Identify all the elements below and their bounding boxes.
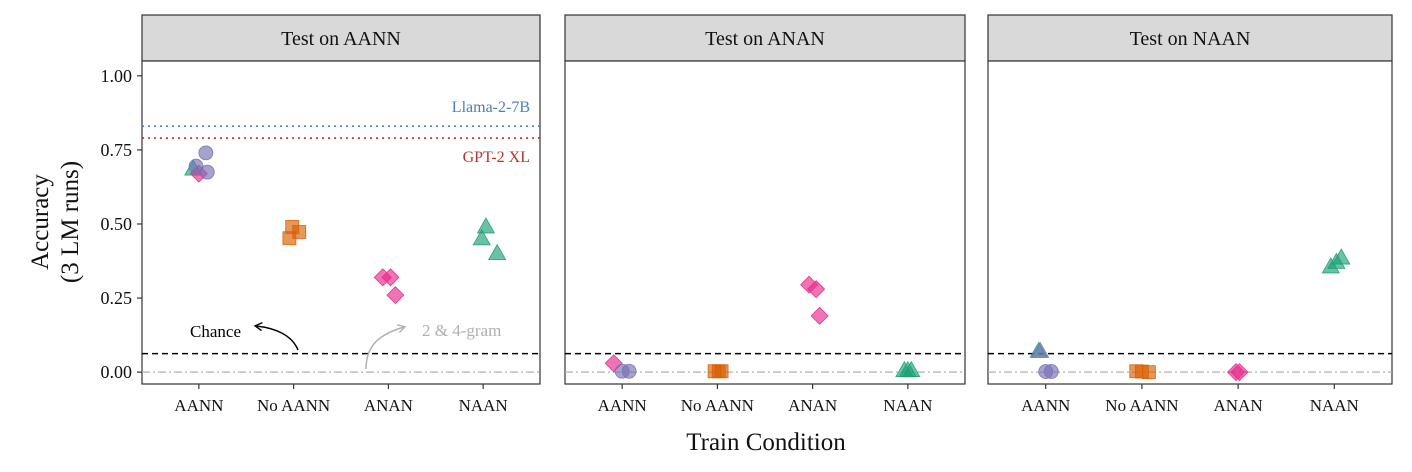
x-tick-label: No AANN	[1105, 396, 1178, 415]
y-axis-title-line: Accuracy	[27, 174, 54, 270]
data-point-square	[1142, 365, 1156, 380]
data-point-square	[282, 231, 297, 246]
x-tick-label: NAAN	[1310, 396, 1359, 415]
data-point-diamond	[807, 280, 826, 299]
panel-strip	[141, 14, 541, 62]
y-tick-label: 1.00	[101, 66, 133, 86]
x-tick-label: ANAN	[1214, 396, 1263, 415]
data-point-triangle	[902, 360, 921, 378]
data-point-diamond	[810, 306, 829, 325]
x-tick-label: NAAN	[883, 396, 932, 415]
data-point-square	[714, 364, 729, 379]
data-point-diamond	[386, 286, 405, 305]
data-point-diamond	[1230, 363, 1249, 382]
gpt2-label: GPT-2 XL	[463, 149, 530, 166]
x-tick-label: ANAN	[788, 396, 837, 415]
chance-label: Chance	[190, 322, 241, 341]
data-point-triangle	[1030, 341, 1050, 358]
llama-label: Llama-2-7B	[452, 99, 530, 116]
x-tick-label: No AANN	[681, 396, 754, 415]
data-point-circle	[199, 164, 215, 180]
data-point-diamond	[381, 268, 400, 287]
x-tick-label: ANAN	[364, 396, 413, 415]
plot-area	[564, 60, 966, 385]
y-tick-label: 0.25	[101, 288, 133, 308]
panel-1: Test on AANN Llama-2-7B GPT-2 XL Chance 2 & …	[101, 14, 541, 415]
x-tick-label: No AANN	[257, 396, 330, 415]
data-points	[604, 275, 921, 379]
panel-title: Test on NAAN	[1130, 28, 1251, 50]
panel-strip	[987, 14, 1393, 62]
y-tick-label: 0.00	[101, 362, 133, 382]
ngram-label: 2 & 4-gram	[422, 321, 501, 340]
panel-strip	[564, 14, 966, 62]
y-axis-title-line: (3 LM runs)	[57, 161, 84, 283]
panel-title: Test on AANN	[281, 28, 401, 50]
data-point-circle	[1043, 364, 1059, 379]
data-point-circle	[198, 145, 214, 161]
x-tick-label: NAAN	[459, 396, 508, 415]
x-axis-title: Train Condition	[686, 429, 846, 456]
data-point-triangle	[1332, 248, 1351, 265]
panel-2: Test on ANAN AANN No AANN ANAN NAAN	[564, 14, 966, 415]
data-point-triangle	[472, 228, 491, 246]
panel-3: Test on NAAN AANN No AANN ANAN NAAN	[987, 14, 1393, 415]
x-tick-label: AANN	[598, 396, 647, 415]
data-points	[184, 145, 507, 305]
y-tick-label: 0.50	[101, 214, 133, 234]
data-point-triangle	[487, 243, 507, 261]
data-points	[1029, 248, 1351, 382]
plot-area	[987, 60, 1393, 385]
ngram-arrow	[365, 324, 407, 370]
x-tick-label: AANN	[1021, 396, 1070, 415]
data-point-circle	[621, 363, 637, 379]
x-tick-label: AANN	[174, 396, 223, 415]
y-tick-label: 0.75	[101, 140, 133, 160]
chance-arrow	[253, 322, 299, 351]
plot-area	[141, 60, 541, 385]
panel-title: Test on ANAN	[705, 28, 825, 50]
y-axis-title: Accuracy (3 LM runs)	[27, 161, 84, 283]
